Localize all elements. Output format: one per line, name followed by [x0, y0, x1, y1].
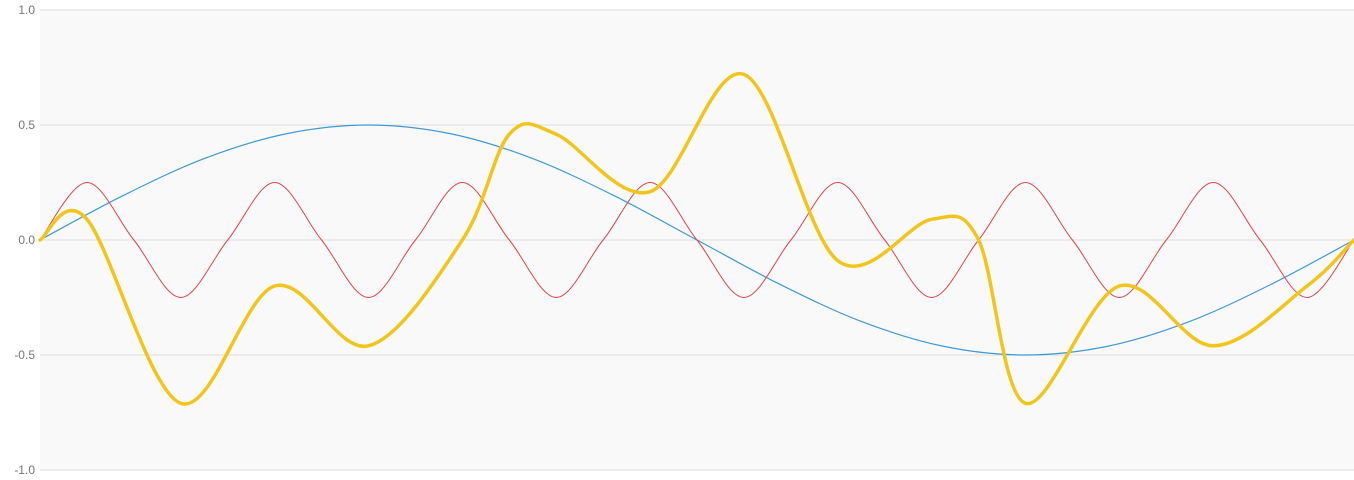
y-tick-label: -0.5	[14, 348, 35, 362]
y-tick-label: -1.0	[14, 463, 35, 477]
series-line-2	[38, 72, 1354, 406]
series-line-1	[39, 182, 1354, 298]
y-tick-label: 0.5	[18, 118, 35, 132]
series-lines	[38, 72, 1354, 406]
y-tick-label: 1.0	[18, 3, 35, 17]
y-tick-label: 0.0	[18, 233, 35, 247]
y-axis-tick-labels: 1.0 0.5 0.0 -0.5 -1.0	[14, 3, 35, 477]
